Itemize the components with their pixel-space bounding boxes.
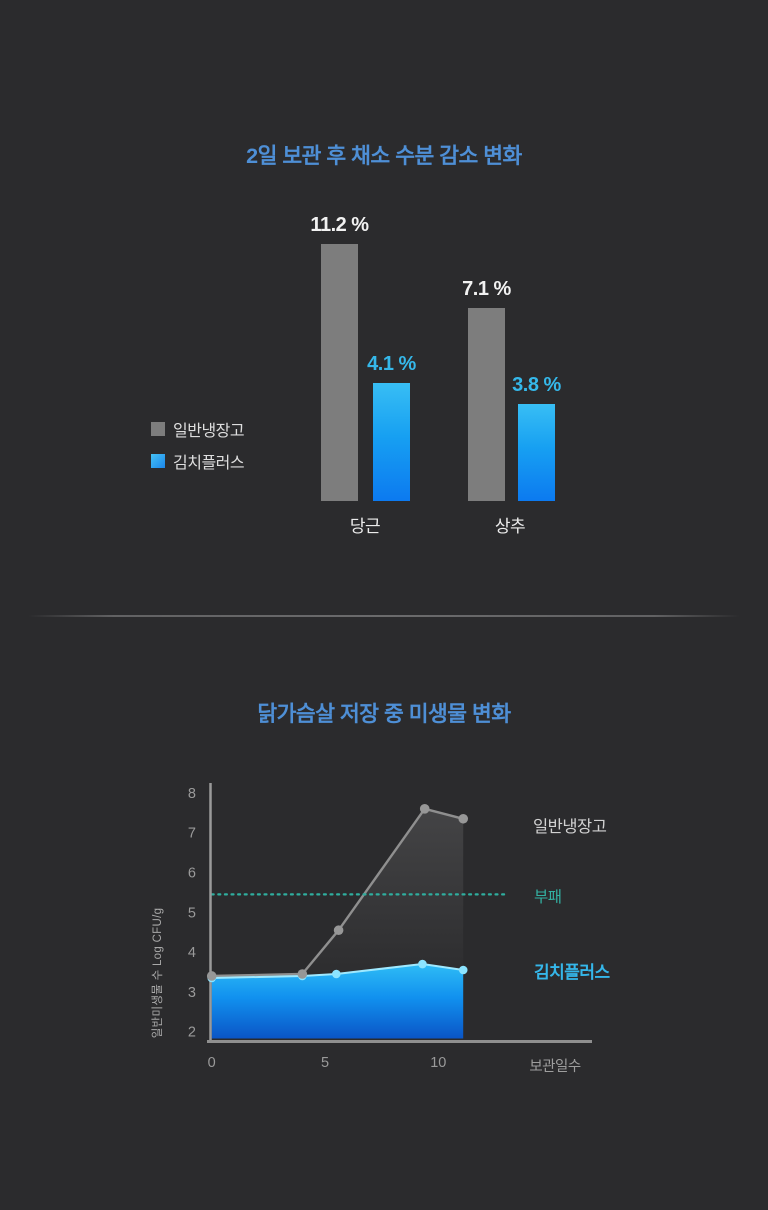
category-label-carrot: 당근 (349, 517, 381, 536)
line-chart-title: 닭가슴살 저장 중 미생물 변화 (257, 702, 511, 726)
y-tick-label: 7 (188, 826, 196, 842)
normal-fridge-point (419, 804, 430, 814)
bar-lettuce-normal-fridge: 7.1 % (462, 278, 511, 501)
x-tick-label: 5 (321, 1055, 329, 1071)
legend-swatch-blue (151, 454, 165, 468)
threshold-label-spoilage: 부패 (534, 889, 562, 906)
line-chart-series-group (210, 807, 508, 1039)
legend-item-kimchi-plus: 김치플러스 (151, 449, 245, 473)
series-label-normal-fridge: 일반냉장고 (533, 818, 607, 836)
normal-fridge-point (206, 971, 217, 981)
bar-rect (321, 244, 358, 501)
kimchi-plus-point (332, 969, 341, 979)
normal-fridge-point (458, 813, 469, 824)
y-axis-title: 일반미생물 수 Log CFU/g (152, 907, 164, 1039)
y-tick-label: 5 (188, 905, 196, 921)
x-tick-label: 10 (430, 1055, 446, 1071)
bar-rect (518, 404, 555, 501)
line-chart-ticks-group: 2 3 4 5 6 7 8 0 5 10 (188, 786, 446, 1071)
bar-value-label: 7.1 % (462, 278, 511, 300)
bar-chart-title: 2일 보관 후 채소 수분 감소 변화 (246, 144, 522, 168)
series-label-kimchi-plus: 김치플러스 (534, 963, 610, 982)
kimchi-plus-point (418, 959, 427, 969)
y-tick-label: 8 (188, 786, 196, 802)
x-axis-title: 보관일수 (529, 1059, 581, 1075)
bar-value-label: 11.2 % (310, 214, 369, 236)
bar-carrot-kimchi-plus: 4.1 % (367, 353, 416, 501)
section-divider (28, 615, 740, 617)
bar-rect (468, 308, 505, 501)
y-tick-label: 2 (188, 1025, 196, 1041)
category-label-lettuce: 상추 (494, 517, 526, 536)
bar-carrot-normal-fridge: 11.2 % (310, 214, 369, 501)
line-chart-points-group (206, 804, 469, 983)
kimchi-plus-area-fill (211, 964, 464, 1039)
y-tick-label: 3 (188, 985, 196, 1001)
bar-value-label: 3.8 % (512, 374, 561, 396)
bar-rect (373, 383, 410, 501)
legend-label-normal-fridge: 일반냉장고 (173, 423, 245, 440)
line-chart-canvas: 2 3 4 5 6 7 8 0 5 10 (188, 783, 592, 1071)
legend-item-normal-fridge: 일반냉장고 (151, 417, 245, 441)
bar-lettuce-kimchi-plus: 3.8 % (512, 374, 561, 501)
normal-fridge-point (297, 969, 308, 979)
legend-swatch-gray (151, 422, 165, 436)
normal-fridge-point (333, 925, 344, 936)
y-tick-label: 4 (188, 945, 196, 961)
x-tick-label: 0 (208, 1055, 216, 1071)
bar-value-label: 4.1 % (367, 353, 416, 375)
y-tick-label: 6 (188, 866, 196, 882)
normal-fridge-area-fill (211, 808, 464, 978)
legend-label-kimchi-plus: 김치플러스 (173, 455, 245, 472)
kimchi-plus-point (458, 965, 468, 975)
